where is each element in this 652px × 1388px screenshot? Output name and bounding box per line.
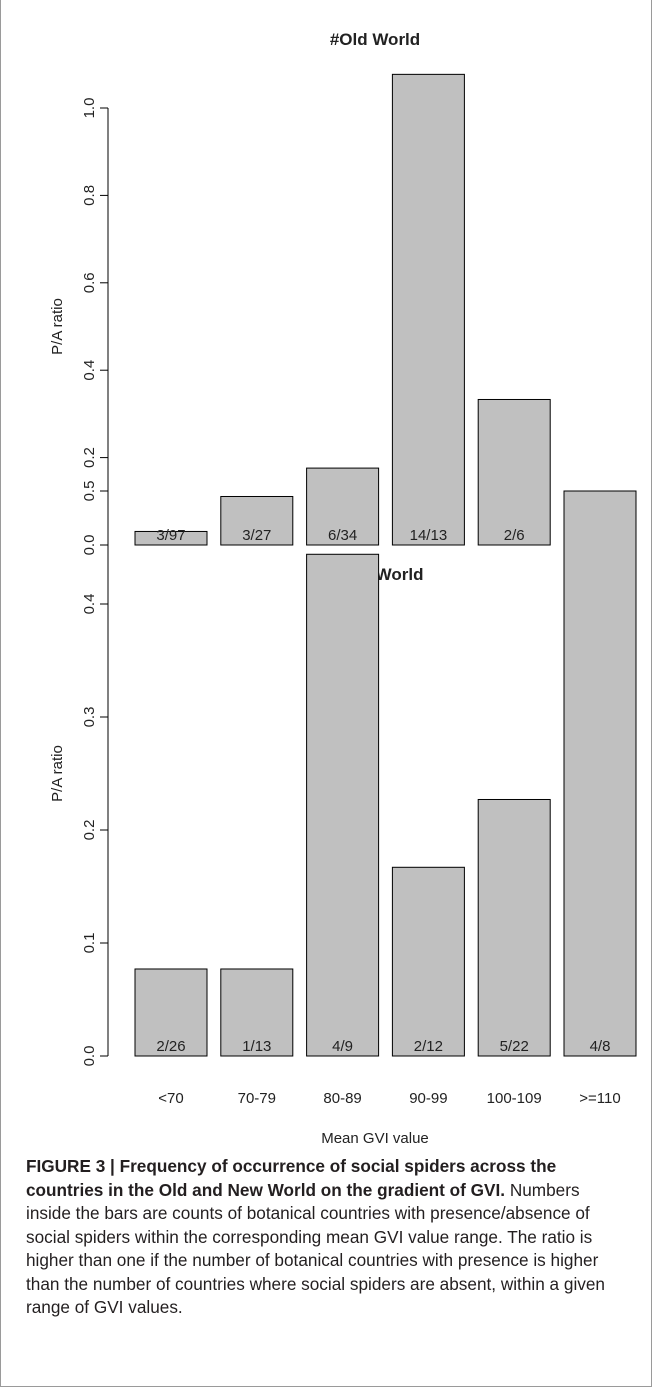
panel-2-y-tick-label: 0.3 xyxy=(81,707,98,728)
panel-2-bar-1 xyxy=(134,968,208,1057)
figure-charts: #Old World 0.0 0.2 0.4 0.6 0.8 1.0 P/A ratio 3/9… xyxy=(49,30,637,1147)
panel-2-x-tick-label-2: 70-79 xyxy=(238,1090,276,1107)
panel-1-bar-label-1: 3/97 xyxy=(156,527,185,544)
panel-2-y-tick-label: 0.4 xyxy=(81,594,98,615)
panel-1-bar-2 xyxy=(220,495,294,546)
panel-1-bar-1 xyxy=(134,530,208,546)
panel-2-y-tick-label: 0.5 xyxy=(81,481,98,502)
panel-1-bar-label-3: 6/34 xyxy=(328,527,357,544)
panel-1-title: #Old World xyxy=(330,30,420,49)
panel-2-x-tick-label-4: 90-99 xyxy=(409,1090,447,1107)
panel-1-y-tick-label: 1.0 xyxy=(81,98,98,119)
panel-2-bar-label-5: 5/22 xyxy=(500,1038,529,1055)
panel-2-x-tick-label-6: >=110 xyxy=(579,1090,620,1107)
panel-2-bar-2 xyxy=(220,968,294,1057)
panel-2-bar-label-6: 4/8 xyxy=(590,1038,611,1055)
panel-1-bar-3 xyxy=(306,467,380,546)
panel-2-y-tick-label: 0.2 xyxy=(81,820,98,841)
panel-2-bar-label-2: 1/13 xyxy=(242,1038,271,1055)
panel-2-x-tick-label-3: 80-89 xyxy=(323,1090,361,1107)
panel-1-y-tick-label: 0.8 xyxy=(81,185,98,206)
panel-1-y-tick-label: 0.2 xyxy=(81,447,98,468)
panel-1-y-tick-label: 0.4 xyxy=(81,360,98,381)
panel-2-bar-3 xyxy=(306,553,380,1057)
panel-2-x-axis-label: Mean GVI value xyxy=(321,1130,429,1147)
panel-2-bar-5 xyxy=(477,798,551,1057)
caption-label: FIGURE 3 | Frequency of occurrence of so… xyxy=(26,1156,557,1200)
panel-1-y-tick-label: 0.0 xyxy=(81,535,98,556)
panel-1-bar-label-2: 3/27 xyxy=(242,527,271,544)
panel-2-bar-label-1: 2/26 xyxy=(156,1038,185,1055)
panel-2-y-tick-label: 0.0 xyxy=(81,1046,98,1067)
panel-2-bar-6 xyxy=(563,490,637,1057)
panel-1-y-axis-label: P/A ratio xyxy=(49,298,66,355)
panel-2-x-tick-label-5: 100-109 xyxy=(487,1090,542,1107)
panel-1-y-tick-label: 0.6 xyxy=(81,272,98,293)
panel-1-bar-label-4: 14/13 xyxy=(410,527,448,544)
panel-2-bar-label-3: 4/9 xyxy=(332,1038,353,1055)
panel-1-bar-4 xyxy=(391,73,465,546)
panel-1-bar-label-5: 2/6 xyxy=(504,527,525,544)
panel-2-y-tick-label: 0.1 xyxy=(81,933,98,954)
figure-caption: FIGURE 3 | Frequency of occurrence of so… xyxy=(26,1155,626,1320)
panel-1-bar-5 xyxy=(477,398,551,546)
caption-text: Numbers inside the bars are counts of bo… xyxy=(26,1179,605,1318)
panel-2-bar-label-4: 2/12 xyxy=(414,1038,443,1055)
panel-2-y-axis-label: P/A ratio xyxy=(49,745,66,802)
panel-2-x-tick-label-1: <70 xyxy=(158,1090,183,1107)
panel-2-bar-4 xyxy=(391,866,465,1057)
